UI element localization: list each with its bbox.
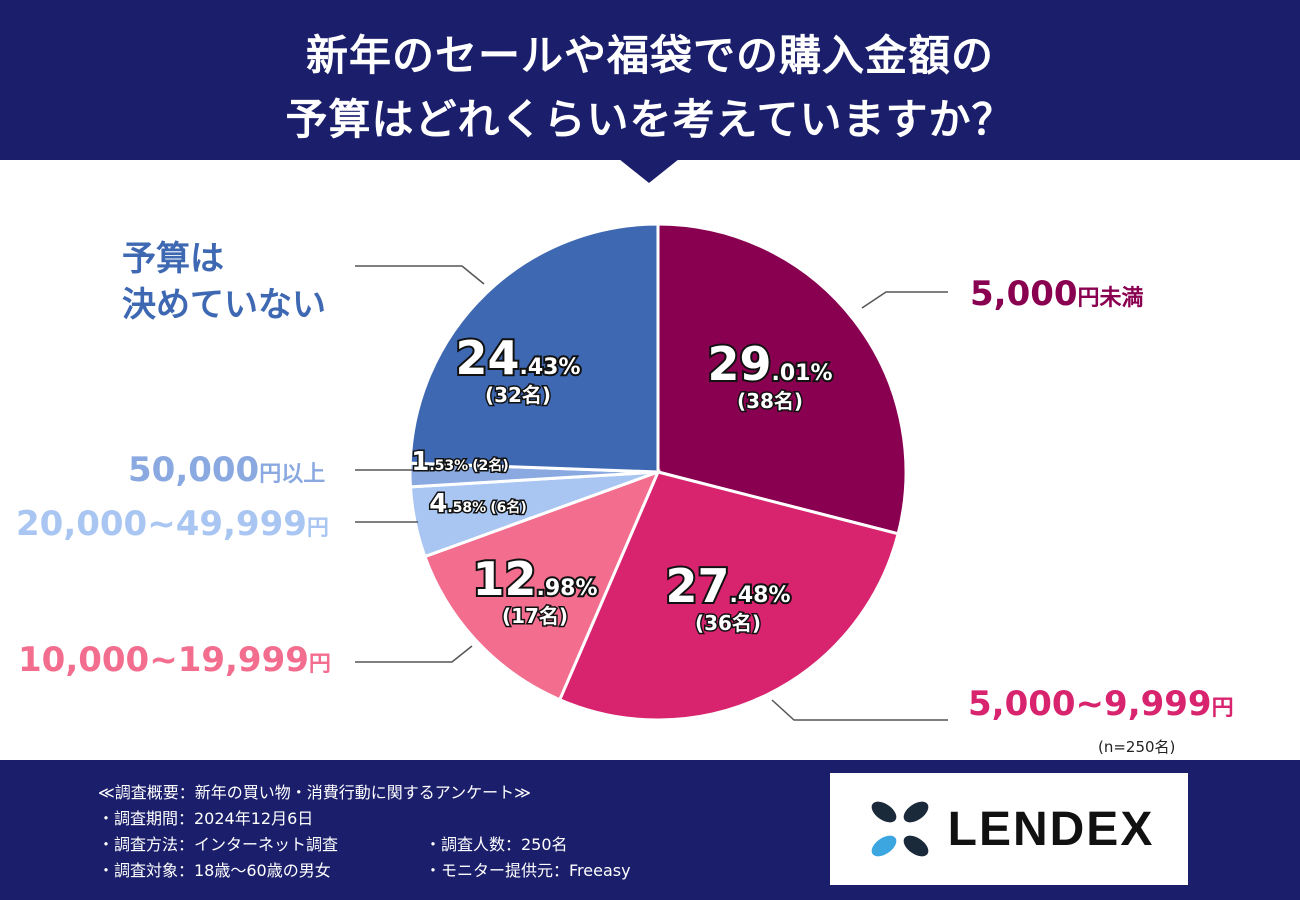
pie-slice-10000-19999 <box>422 469 661 702</box>
svg-text:4.58%(6名): 4.58% (6名) <box>429 489 526 519</box>
label-over-50000: 50,000円以上 <box>128 450 325 490</box>
label-5000-9999: 5,000~9,999円 <box>968 684 1234 724</box>
lendex-logo-text: LENDEX <box>947 802 1155 856</box>
lendex-mark-icon <box>871 801 928 857</box>
label-undecided-line2: 決めていない <box>122 285 326 325</box>
pct-dec: .53% <box>429 458 468 474</box>
pct-int: 12 <box>472 552 536 606</box>
sample-size-note: (n=250名) <box>1098 738 1176 756</box>
svg-text:12.98%: 12.98% <box>472 552 597 606</box>
leader-line-undecided <box>355 265 485 285</box>
label-over-50000-num: 50,000 <box>128 450 260 490</box>
leader-line-5000-9999 <box>771 699 948 721</box>
label-undecided: 予算は 決めていない <box>122 236 326 328</box>
label-over-50000-suffix: 円以上 <box>259 462 326 487</box>
label-10000-19999: 10,000~19,999円 <box>18 640 331 680</box>
label-undecided-line1: 予算は <box>122 239 224 279</box>
pct-dec: .01% <box>772 361 833 386</box>
pct-int: 27 <box>665 559 729 613</box>
pct-int: 1 <box>411 447 429 477</box>
label-under-5000: 5,000円未満 <box>970 274 1144 314</box>
label-10000-19999-num: 10,000~19,999 <box>18 640 309 680</box>
pie-chart: 29.01%(38名)27.48%(36名)12.98%(17名)4.58% (6… <box>355 222 948 722</box>
title-line-1: 新年のセールや福袋での購入金額の <box>305 31 994 80</box>
lendex-logo: LENDEX <box>830 773 1188 885</box>
pct-int: 29 <box>707 337 771 391</box>
count: (6名) <box>490 499 527 516</box>
pie-slice-under-5000 <box>656 222 908 536</box>
title-line-2: 予算はどれくらいを考えていますか？ <box>285 95 1015 144</box>
count: (2名) <box>472 457 509 474</box>
leader-line-10000-19999 <box>355 645 473 663</box>
header-notch <box>619 159 679 183</box>
pct-label-10000-19999: 12.98%(17名) <box>470 550 599 630</box>
header-banner: 新年のセールや福袋での購入金額の 予算はどれくらいを考えていますか？ <box>0 0 1300 160</box>
pct-int: 4 <box>429 489 447 519</box>
pct-label-5000-9999: 27.48%(36名) <box>663 557 792 637</box>
pct-label-undecided: 24.43%(32名) <box>453 329 582 409</box>
label-5000-9999-num: 5,000~9,999 <box>968 684 1212 724</box>
survey-provider: ・モニター提供元：Freeasy <box>425 861 631 880</box>
label-under-5000-suffix: 円未満 <box>1077 286 1144 311</box>
svg-text:29.01%: 29.01% <box>707 337 832 391</box>
pct-label-over-50000: 1.53% (2名) <box>410 446 510 479</box>
svg-text:27.48%: 27.48% <box>665 559 790 613</box>
survey-period: ・調査期間：2024年12月6日 <box>98 809 314 828</box>
survey-target: ・調査対象：18歳〜60歳の男女 <box>98 861 331 880</box>
pct-dec: .43% <box>520 355 581 380</box>
pct-label-20000-49999: 4.58% (6名) <box>428 488 528 521</box>
survey-title: ≪調査概要：新年の買い物・消費行動に関するアンケート≫ <box>98 783 531 802</box>
svg-text:24.43%: 24.43% <box>455 331 580 385</box>
pct-dec: .58% <box>447 500 486 516</box>
label-20000-49999-suffix: 円 <box>306 516 329 541</box>
pie-slice-5000-9999 <box>557 470 901 722</box>
label-under-5000-num: 5,000 <box>970 274 1078 314</box>
pie-slice-undecided <box>408 222 660 474</box>
count-label: (32名) <box>485 383 551 407</box>
pct-int: 24 <box>455 331 519 385</box>
pct-dec: .48% <box>730 583 791 608</box>
label-20000-49999: 20,000~49,999円 <box>16 504 329 544</box>
count-label: (38名) <box>737 389 803 413</box>
label-10000-19999-suffix: 円 <box>308 652 331 677</box>
survey-respondents: ・調査人数：250名 <box>425 835 568 854</box>
count-label: (17名) <box>502 604 568 628</box>
count-label: (36名) <box>695 611 761 635</box>
survey-method: ・調査方法：インターネット調査 <box>98 835 339 854</box>
label-20000-49999-num: 20,000~49,999 <box>16 504 307 544</box>
leader-line-under-5000 <box>861 291 948 309</box>
svg-text:1.53%(2名): 1.53% (2名) <box>411 447 508 477</box>
label-5000-9999-suffix: 円 <box>1211 696 1234 721</box>
pct-dec: .98% <box>537 576 598 601</box>
pct-label-under-5000: 29.01%(38名) <box>705 335 834 415</box>
